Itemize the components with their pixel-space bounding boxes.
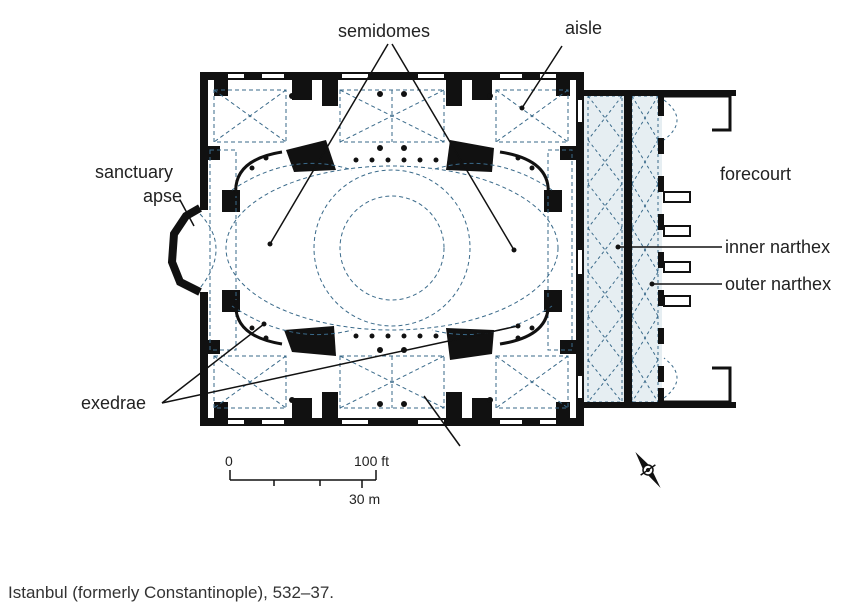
label-exedrae: exedrae [81,393,146,413]
vault-lines [209,89,573,409]
leader-lines [161,43,722,447]
floor-plan-diagram: semidomes aisle sanctuary apse forecourt… [81,18,831,507]
figure-caption: Istanbul (formerly Constantinople), 532–… [8,583,335,602]
scale-meters: 30 m [349,491,380,507]
scale-zero: 0 [225,453,233,469]
outer-walls [200,72,584,426]
narthex-block [584,90,736,408]
apse [167,204,217,296]
leader-dots [261,105,655,329]
colonnade-columns [249,91,535,407]
label-outer-narthex: outer narthex [725,274,831,294]
label-semidomes: semidomes [338,21,430,41]
label-aisle: aisle [565,18,602,38]
scale-feet: 100 ft [354,453,389,469]
exedra-walls [234,150,550,346]
scale-bar: 0 100 ft 30 m [225,453,389,507]
label-inner-narthex: inner narthex [725,237,830,257]
label-sanctuary: sanctuary [95,162,173,182]
north-arrow-icon [635,451,661,489]
label-forecourt: forecourt [720,164,791,184]
label-apse: apse [143,186,182,206]
